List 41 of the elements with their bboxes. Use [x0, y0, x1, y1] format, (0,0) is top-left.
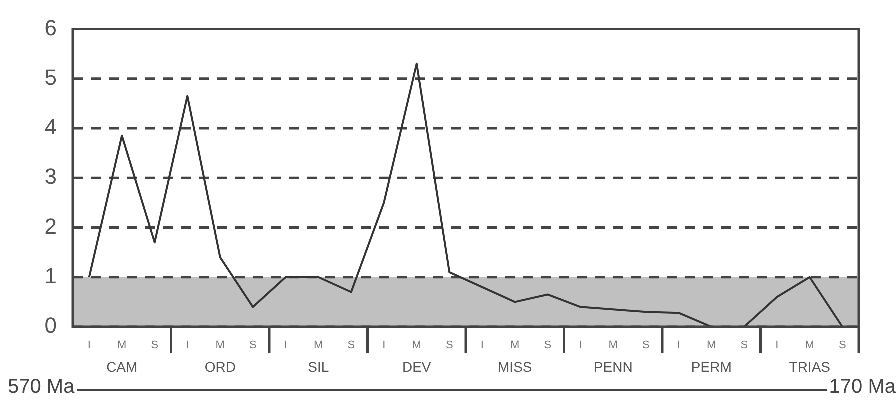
text: PERM — [691, 358, 732, 375]
x-tick-label: S — [642, 340, 650, 352]
y-tick-label: 5 — [44, 64, 57, 90]
x-tick-label: I — [579, 340, 582, 352]
x-tick-label: S — [249, 340, 257, 352]
x-tick-label: I — [776, 340, 779, 352]
x-tick-label: S — [151, 340, 159, 352]
x-tick-label: S — [544, 340, 552, 352]
y-tick-label: 0 — [44, 313, 57, 338]
x-tick-label: I — [186, 340, 190, 352]
x-tick-label: I — [480, 340, 484, 352]
text: TRIAS — [789, 358, 830, 375]
x-tick-label: I — [382, 340, 386, 352]
text: 570 Ma — [8, 376, 75, 398]
x-tick-label: I — [284, 340, 288, 352]
x-tick-label: M — [216, 340, 225, 352]
x-tick-label: I — [88, 340, 91, 352]
y-tick-label: 2 — [44, 214, 57, 239]
x-tick-label: M — [412, 340, 422, 352]
y-tick-label: 1 — [44, 263, 57, 288]
x-tick-label: M — [707, 340, 716, 352]
x-tick-label: M — [608, 340, 618, 352]
text: ORD — [204, 358, 236, 375]
text: PENN — [594, 358, 633, 375]
x-tick-label: S — [838, 340, 846, 352]
text: DEV — [402, 358, 432, 375]
text: MISS — [498, 358, 532, 375]
x-tick-label: S — [740, 340, 748, 352]
text: SIL — [308, 358, 330, 375]
x-tick-label: I — [677, 340, 680, 352]
x-tick-label: M — [314, 340, 324, 352]
x-tick-label: S — [348, 340, 356, 352]
y-tick-label: 3 — [44, 164, 57, 190]
text: CAM — [106, 358, 138, 375]
x-tick-label: M — [510, 340, 520, 352]
x-tick-label: M — [118, 340, 127, 352]
y-tick-label: 6 — [44, 15, 57, 40]
x-tick-label: S — [446, 340, 454, 352]
x-tick-label: M — [805, 340, 814, 352]
y-tick-label: 4 — [44, 114, 57, 140]
text: 170 Ma — [829, 376, 896, 398]
